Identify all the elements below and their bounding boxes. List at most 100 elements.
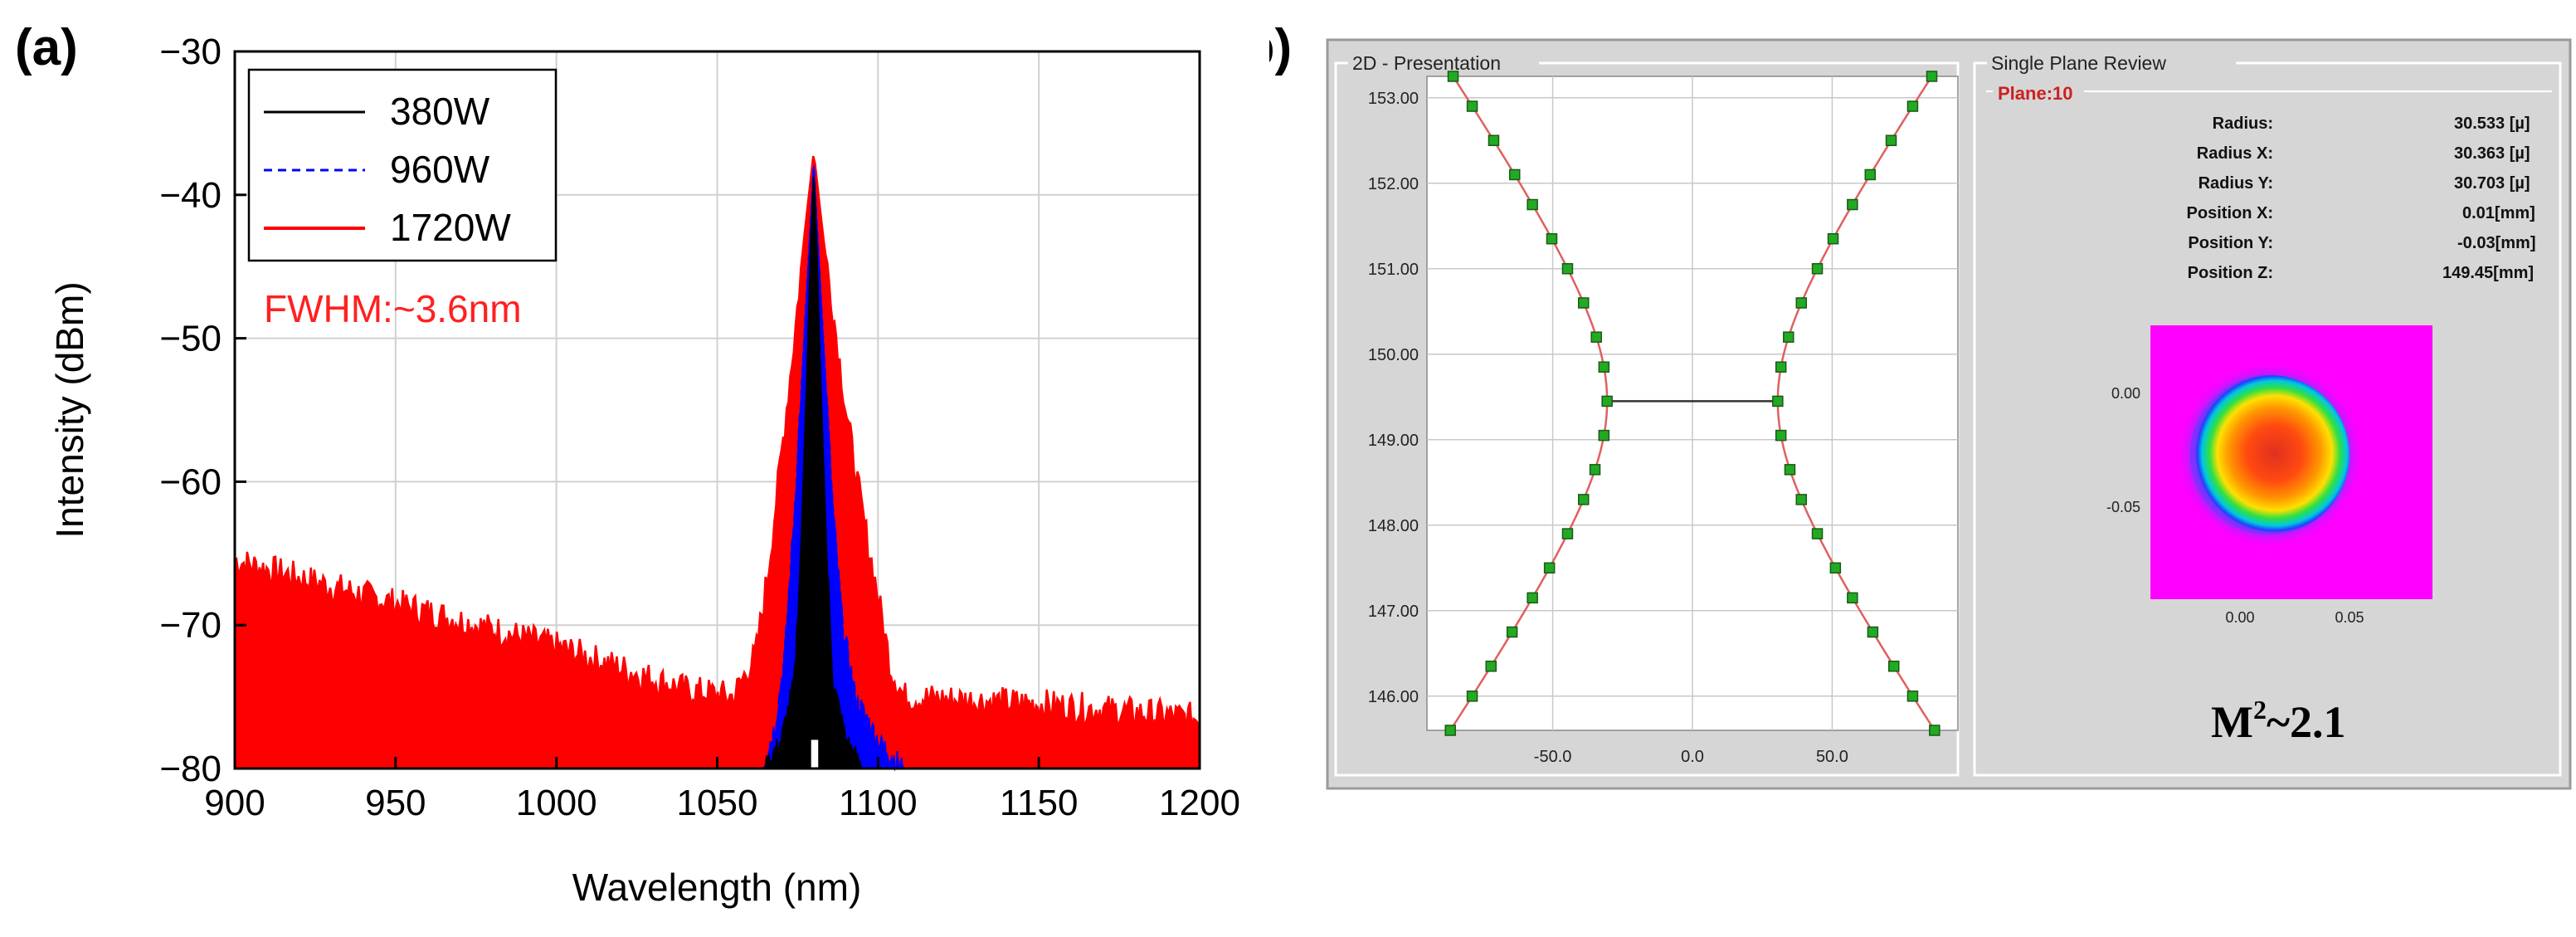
review-table: Radius: 30.533 [µ] Radius X: 30.363 [µ] … xyxy=(2187,115,2536,282)
caustic-y-tick-label: 149.00 xyxy=(1368,432,1419,450)
beam-ytick-0: 0.00 xyxy=(2111,385,2140,402)
caustic-y-tick-label: 153.00 xyxy=(1368,90,1419,108)
beam-xtick-0: 0.00 xyxy=(2225,609,2254,626)
measurement-point xyxy=(1829,562,1842,574)
m2-annotation: M2~2.1 xyxy=(2211,695,2346,747)
radius-x-value: 30.363 [µ] xyxy=(2454,144,2530,163)
legend-label-1720w: 1720W xyxy=(390,206,511,249)
measurement-point xyxy=(1929,725,1941,736)
review-title: Single Plane Review xyxy=(1991,52,2166,74)
measurement-point xyxy=(1784,464,1796,476)
caustic-x-tick-label: 0.0 xyxy=(1681,748,1704,766)
x-axis-label: Wavelength (nm) xyxy=(572,866,862,909)
position-z-label: Position Z: xyxy=(2188,264,2273,282)
x-tick-label: 1000 xyxy=(516,783,597,823)
radius-label: Radius: xyxy=(2213,115,2273,133)
legend-label-380w: 380W xyxy=(390,90,490,133)
legend: 380W 960W 1720W xyxy=(247,68,558,262)
caustic-y-tick-label: 150.00 xyxy=(1368,346,1419,364)
radius-x-label: Radius X: xyxy=(2197,144,2273,163)
y-tick-label: −70 xyxy=(159,605,222,646)
measurement-point xyxy=(1601,395,1613,407)
measurement-point xyxy=(1546,232,1558,245)
measurement-point xyxy=(1906,691,1919,702)
measurement-point xyxy=(1527,592,1538,604)
measurement-point xyxy=(1577,297,1590,309)
measurement-point xyxy=(1811,528,1824,539)
beam-spot xyxy=(2190,375,2350,534)
x-tick-label: 1050 xyxy=(677,783,758,823)
position-y-label: Position Y: xyxy=(2188,234,2273,252)
measurement-point xyxy=(1772,395,1784,407)
measurement-point xyxy=(1543,562,1556,574)
radius-y-label: Radius Y: xyxy=(2199,174,2273,193)
measurement-point xyxy=(1811,263,1824,275)
caustic-x-tick-label: -50.0 xyxy=(1534,748,1572,766)
measurement-point xyxy=(1506,626,1518,638)
measurement-point xyxy=(1847,592,1858,604)
measurement-point xyxy=(1466,100,1478,112)
position-x-label: Position X: xyxy=(2187,204,2273,222)
spectrum-chart: (a) 900 950 1000 1050 1100 1150 1200 −80 −70 −60 −… xyxy=(15,19,1240,909)
radius-value: 30.533 [µ] xyxy=(2454,115,2530,133)
y-tick-label: −80 xyxy=(159,749,222,789)
caustic-y-tick-label: 148.00 xyxy=(1368,517,1419,535)
series-1720w-line xyxy=(234,155,1200,732)
position-z-value: 149.45[mm] xyxy=(2442,264,2534,282)
measurement-point xyxy=(1577,494,1590,505)
measurement-point xyxy=(1795,297,1808,309)
measurement-point xyxy=(1847,198,1858,211)
legend-label-960w: 960W xyxy=(390,148,490,191)
measurement-point xyxy=(1444,725,1456,736)
measurement-point xyxy=(1795,494,1808,505)
y-tick-label: −40 xyxy=(159,175,222,216)
measurement-point xyxy=(1485,660,1497,672)
position-x-value: 0.01[mm] xyxy=(2462,204,2535,222)
x-tick-label: 950 xyxy=(365,783,426,823)
peak-gap xyxy=(811,739,819,768)
plane-title-bg xyxy=(1993,83,2084,103)
measurement-point xyxy=(1508,168,1521,181)
y-tick-label: −30 xyxy=(159,32,222,72)
radius-y-value: 30.703 [µ] xyxy=(2454,174,2530,193)
measurement-point xyxy=(1926,71,1938,82)
m2-exponent: 2 xyxy=(2253,695,2267,725)
measurement-point xyxy=(1864,168,1877,181)
measurement-point xyxy=(1488,134,1500,147)
measurement-point xyxy=(1598,361,1610,373)
measurement-point xyxy=(1590,331,1602,343)
measurement-point xyxy=(1906,100,1919,112)
caustic-y-tick-label: 147.00 xyxy=(1368,603,1419,621)
measurement-point xyxy=(1885,134,1897,147)
measurement-point xyxy=(1775,429,1787,442)
m2-value: ~2.1 xyxy=(2267,697,2346,747)
beam-ytick-1: -0.05 xyxy=(2106,499,2140,515)
measurement-point xyxy=(1783,331,1794,343)
measurement-point xyxy=(1887,660,1900,672)
y-tick-label: −60 xyxy=(159,461,222,502)
review-group-title-bg xyxy=(1987,50,2236,73)
m2-letter: M xyxy=(2211,697,2253,747)
review-group-box xyxy=(1973,61,2562,777)
beam-profiler-window: (b) 2D - Presentation -50.00.050.0146.00… xyxy=(1269,19,2572,790)
panel-a-label: (a) xyxy=(15,19,78,76)
caustic-x-tick-label: 50.0 xyxy=(1816,748,1848,766)
panel-b-label: (b) xyxy=(1269,19,1292,76)
fwhm-annotation: FWHM:~3.6nm xyxy=(264,287,522,330)
x-tick-label: 1100 xyxy=(839,783,918,823)
series-380w-line xyxy=(764,177,862,769)
beam-xtick-1: 0.05 xyxy=(2335,609,2364,626)
presentation-group-title-bg xyxy=(1348,50,1539,73)
caustic-y-tick-label: 151.00 xyxy=(1368,261,1419,279)
measurement-point xyxy=(1447,71,1459,82)
x-tick-label: 1150 xyxy=(1000,783,1079,823)
measurement-point xyxy=(1561,528,1574,539)
plane-label: Plane:10 xyxy=(1998,83,2073,104)
measurement-point xyxy=(1466,691,1478,702)
caustic-y-tick-label: 146.00 xyxy=(1368,688,1419,706)
measurement-point xyxy=(1827,232,1839,245)
position-y-value: -0.03[mm] xyxy=(2457,234,2535,252)
measurement-point xyxy=(1589,464,1601,476)
measurement-point xyxy=(1561,263,1574,275)
x-tick-label: 900 xyxy=(204,783,265,823)
